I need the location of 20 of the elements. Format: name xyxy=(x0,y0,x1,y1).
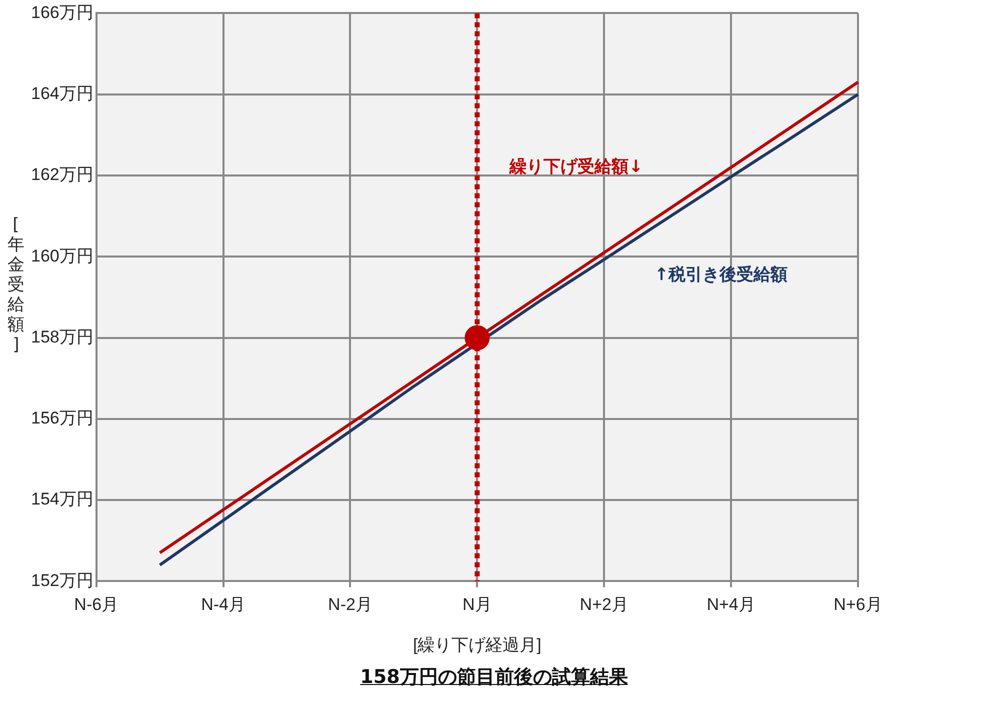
text: 158万円の節目前後の試算結果 xyxy=(359,665,629,690)
x-tick-label: N-6月 xyxy=(74,595,119,614)
x-tick-label: N+2月 xyxy=(580,595,628,614)
x-tick-label: N-2月 xyxy=(328,595,372,614)
y-tick-label: 166万円 xyxy=(30,2,94,22)
y-tick-label: 162万円 xyxy=(30,165,94,184)
y-tick-label: 164万円 xyxy=(30,84,94,104)
y-tick-label: 154万円 xyxy=(30,490,94,509)
y-tick-label: 158万円 xyxy=(30,327,94,346)
annotation: 繰り下げ受給額↓ xyxy=(510,156,643,178)
y-tick-label: 160万円 xyxy=(30,246,94,266)
annotation: ↑税引き後受給額 xyxy=(654,264,788,286)
y-tick-label: 156万円 xyxy=(30,408,94,428)
x-tick-label: N+6月 xyxy=(834,595,882,614)
x-tick-label: N+4月 xyxy=(706,595,756,614)
y-tick-label: 152万円 xyxy=(30,570,94,590)
x-axis-title: [繰り下げ経過月] xyxy=(412,635,542,654)
x-tick-label: N-4月 xyxy=(201,595,246,614)
x-tick-label: N月 xyxy=(462,595,492,614)
y-axis-title: [年金受給額] xyxy=(8,215,24,355)
